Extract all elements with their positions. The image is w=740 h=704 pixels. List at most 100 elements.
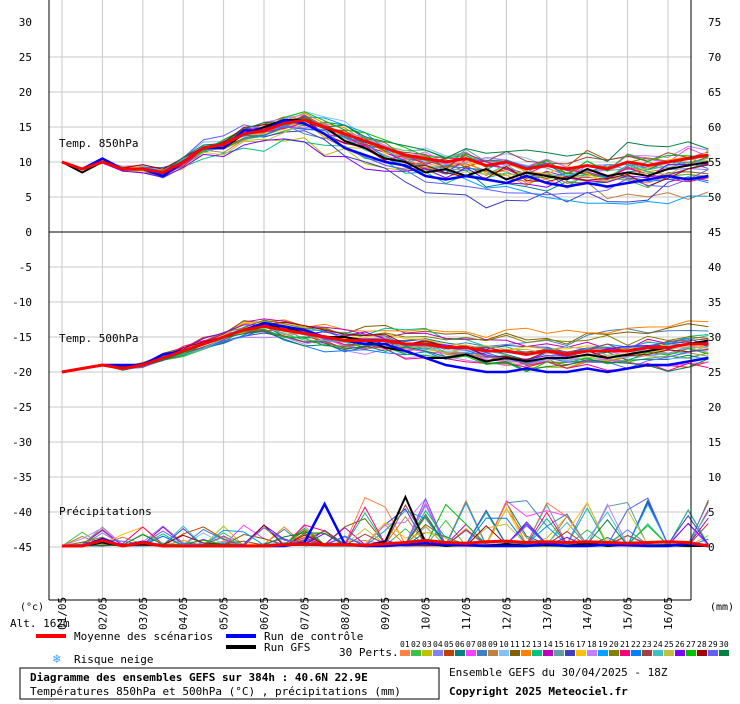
pert-number: 11: [510, 640, 520, 649]
tick-label-850-right: 65: [708, 86, 721, 99]
date-label: 10/05: [420, 597, 433, 630]
tick-label-500-left: -30: [12, 436, 32, 449]
pert-swatch: [466, 650, 476, 656]
legend-mean-label: Moyenne des scénarios: [74, 630, 213, 643]
tick-label-850-right: 60: [708, 121, 721, 134]
pert-number: 10: [499, 640, 509, 649]
pert-number: 09: [488, 640, 498, 649]
tick-label-500-right: 10: [708, 471, 721, 484]
pert-number: 03: [422, 640, 432, 649]
tick-label-500-right: 5: [708, 506, 715, 519]
series-line-1-1: [61, 321, 709, 374]
pert-number: 12: [521, 640, 531, 649]
pert-number: 29: [708, 640, 718, 649]
pert-swatch: [499, 650, 509, 656]
right-unit-label: (mm): [710, 602, 734, 613]
panel-label-precip: Précipitations: [59, 505, 152, 518]
grid: [49, 0, 691, 600]
panel-label-500: Temp. 500hPa: [59, 332, 138, 345]
pert-number: 17: [576, 640, 586, 649]
pert-number: 15: [554, 640, 564, 649]
pert-number: 05: [444, 640, 454, 649]
tick-label-500-left: -10: [12, 296, 32, 309]
pert-number: 14: [543, 640, 553, 649]
pert-number: 24: [653, 640, 663, 649]
pert-number: 20: [609, 640, 619, 649]
pert-swatch: [675, 650, 685, 656]
pert-number: 13: [532, 640, 542, 649]
pert-swatch: [697, 650, 707, 656]
date-label: 12/05: [500, 597, 513, 630]
pert-swatch: [708, 650, 718, 656]
tick-label-850-right: 75: [708, 16, 721, 29]
pert-swatch: [587, 650, 597, 656]
series-line-1-0: [61, 324, 709, 374]
date-label: 07/05: [298, 597, 311, 630]
pert-legend: 01 02 03 04 05 06 07 08 09 10 11 12 13 14 15 16 17 18 19 20…: [400, 640, 729, 656]
pert-number: 23: [642, 640, 652, 649]
tick-label-500-left: -5: [19, 261, 32, 274]
chart-subtitle: Températures 850hPa et 500hPa (°C) , pré…: [30, 685, 401, 698]
tick-label-500-left: -15: [12, 331, 32, 344]
tick-label-500-right: 20: [708, 401, 721, 414]
pert-swatch: [598, 650, 608, 656]
date-label: 02/05: [96, 597, 109, 630]
legend-snow-label: Risque neige: [74, 653, 153, 666]
left-unit-label: (°c): [20, 602, 44, 613]
pert-number: 19: [598, 640, 608, 649]
perts-label: 30 Perts.: [339, 646, 399, 659]
series-line-2-0: [62, 538, 709, 548]
tick-label-500-right: 0: [708, 541, 715, 554]
main-series-lines: [61, 118, 709, 548]
tick-label-850-left: 10: [19, 156, 32, 169]
pert-line-500: [61, 330, 709, 373]
tick-label-850-left: 20: [19, 86, 32, 99]
pert-swatch: [444, 650, 454, 656]
pert-swatch: [521, 650, 531, 656]
pert-swatch: [664, 650, 674, 656]
axes: [48, 0, 692, 601]
pert-line-850: [61, 138, 709, 188]
copyright: Copyright 2025 Meteociel.fr: [449, 685, 628, 698]
pert-swatch: [433, 650, 443, 656]
pert-swatch: [565, 650, 575, 656]
tick-label-850-right: 45: [708, 226, 721, 239]
pert-number: 22: [631, 640, 641, 649]
date-label: 15/05: [622, 597, 635, 630]
tick-label-850-left: 0: [25, 226, 32, 239]
legend-control-label: Run de contrôle: [264, 630, 363, 643]
pert-number: 16: [565, 640, 575, 649]
tick-label-500-right: 25: [708, 366, 721, 379]
pert-swatch: [554, 650, 564, 656]
date-label: 04/05: [177, 597, 190, 630]
pert-swatch: [477, 650, 487, 656]
pert-number: 27: [686, 640, 696, 649]
tick-label-500-left: -25: [12, 401, 32, 414]
series-line-0-1: [61, 118, 709, 188]
tick-label-850-left: 30: [19, 16, 32, 29]
legend: Moyenne des scénarios Run de contrôle Ru…: [36, 630, 729, 667]
tick-label-500-left: -35: [12, 471, 32, 484]
title-box: [19, 667, 440, 700]
panel-label-850: Temp. 850hPa: [59, 137, 138, 150]
pert-number: 02: [411, 640, 421, 649]
date-label: 09/05: [379, 597, 392, 630]
chart-title: Diagramme des ensembles GEFS sur 384h : …: [30, 671, 368, 684]
run-info: Ensemble GEFS du 30/04/2025 - 18Z: [449, 666, 668, 679]
tick-label-850-right: 70: [708, 51, 721, 64]
legend-gfs-label: Run GFS: [264, 641, 310, 654]
pert-number: 08: [477, 640, 487, 649]
date-label: 03/05: [137, 597, 150, 630]
date-label: 14/05: [581, 597, 594, 630]
tick-label-500-left: -40: [12, 506, 32, 519]
tick-label-500-right: 15: [708, 436, 721, 449]
tick-label-500-right: 30: [708, 331, 721, 344]
date-label: 11/05: [460, 597, 473, 630]
pert-swatch: [532, 650, 542, 656]
pert-number: 04: [433, 640, 443, 649]
pert-swatch: [609, 650, 619, 656]
pert-line-500: [61, 319, 709, 373]
pert-swatch: [653, 650, 663, 656]
